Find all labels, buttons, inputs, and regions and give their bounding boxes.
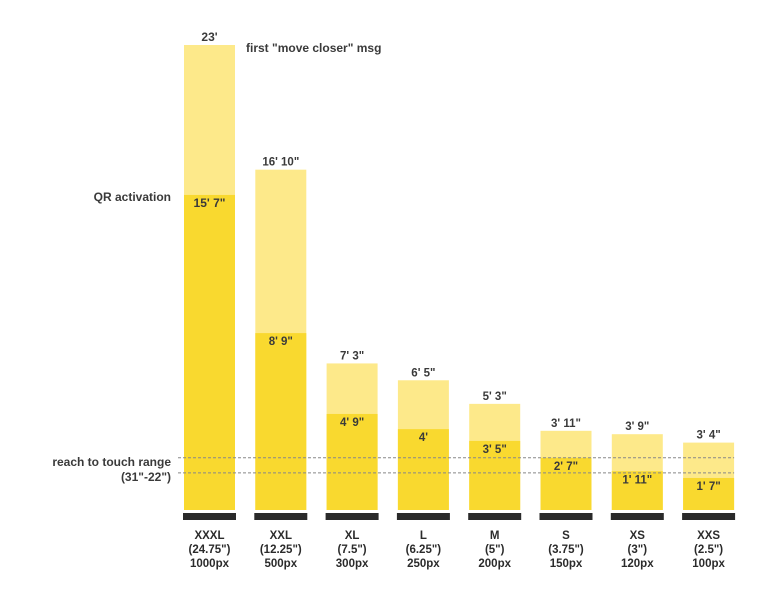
category-labels: XXXL (24.75") 1000px XXL (12.25") 500px XL (7.5… — [189, 530, 726, 570]
category-label-m: M — [490, 530, 500, 542]
bar-inner-xxl — [255, 333, 307, 510]
size-label-xxs: (2.5") — [694, 544, 723, 556]
value-labels: 23' 15' 7" 16' 10" 8' 9" 7' 3" 4' 9" 6' 5" 4' 5'… — [194, 30, 721, 493]
px-label-s: 150px — [550, 558, 583, 570]
value-label-outer-m: 5' 3" — [483, 391, 507, 403]
value-label-inner-xl: 4' 9" — [340, 417, 364, 429]
reach-range-guides — [178, 457, 735, 474]
value-label-outer-s: 3' 11" — [551, 418, 581, 430]
bar-inner-s — [540, 457, 592, 510]
category-label-xxxl: XXXL — [194, 530, 224, 542]
reach-range-annotation-line2: (31"-22") — [121, 470, 171, 484]
first-move-closer-annotation: first "move closer" msg — [246, 41, 381, 55]
bar-base-l — [396, 513, 450, 520]
category-label-xs: XS — [630, 530, 646, 542]
size-label-m: (5") — [485, 544, 505, 556]
value-label-outer-xxs: 3' 4" — [697, 430, 721, 442]
bar-inner-xxxl — [184, 194, 235, 510]
bar-base-s — [539, 513, 593, 520]
value-label-inner-xs: 1' 11" — [622, 474, 652, 486]
bar-inner-l — [397, 429, 449, 510]
bar-bases — [183, 513, 736, 520]
bar-base-xxs — [682, 513, 736, 520]
value-label-inner-m: 3' 5" — [483, 444, 507, 456]
bar-base-xxxl — [183, 513, 236, 520]
bar-base-xs — [610, 513, 664, 520]
bar-inner-xl — [326, 413, 378, 510]
value-label-inner-xxxl: 15' 7" — [194, 196, 226, 210]
category-label-xxl: XXL — [270, 530, 292, 542]
size-label-s: (3.75") — [548, 544, 584, 556]
category-label-l: L — [420, 530, 427, 542]
px-label-xs: 120px — [621, 558, 654, 570]
bar-base-m — [468, 513, 522, 520]
value-label-inner-s: 2' 7" — [554, 461, 578, 473]
px-label-xxs: 100px — [692, 558, 725, 570]
category-label-xl: XL — [345, 530, 360, 542]
px-label-xxxl: 1000px — [190, 558, 230, 570]
px-label-xl: 300px — [336, 558, 369, 570]
value-label-outer-xxl: 16' 10" — [262, 157, 299, 169]
value-label-outer-xs: 3' 9" — [625, 421, 649, 433]
size-label-xs: (3") — [628, 544, 648, 556]
bar-inner-xs — [611, 471, 663, 510]
bar-inner-m — [469, 440, 521, 510]
px-label-m: 200px — [478, 558, 511, 570]
category-label-xxs: XXS — [697, 530, 720, 542]
value-label-outer-xxxl: 23' — [201, 30, 217, 44]
bar-base-xl — [325, 513, 379, 520]
qr-activation-annotation: QR activation — [94, 190, 171, 204]
size-label-l: (6.25") — [406, 544, 442, 556]
size-label-xxl: (12.25") — [260, 544, 302, 556]
value-label-outer-xl: 7' 3" — [340, 350, 364, 362]
px-label-xxl: 500px — [264, 558, 297, 570]
value-label-inner-xxs: 1' 7" — [697, 481, 721, 493]
value-label-inner-xxl: 8' 9" — [269, 336, 293, 348]
reach-range-annotation-line1: reach to touch range — [52, 455, 171, 469]
bars-group — [184, 45, 735, 510]
px-label-l: 250px — [407, 558, 440, 570]
value-label-inner-l: 4' — [419, 432, 428, 444]
category-label-s: S — [562, 530, 570, 542]
value-label-outer-l: 6' 5" — [411, 367, 435, 379]
bar-inner-xxs — [683, 477, 735, 510]
bar-base-xxl — [254, 513, 308, 520]
size-label-xl: (7.5") — [338, 544, 367, 556]
size-label-xxxl: (24.75") — [189, 544, 231, 556]
